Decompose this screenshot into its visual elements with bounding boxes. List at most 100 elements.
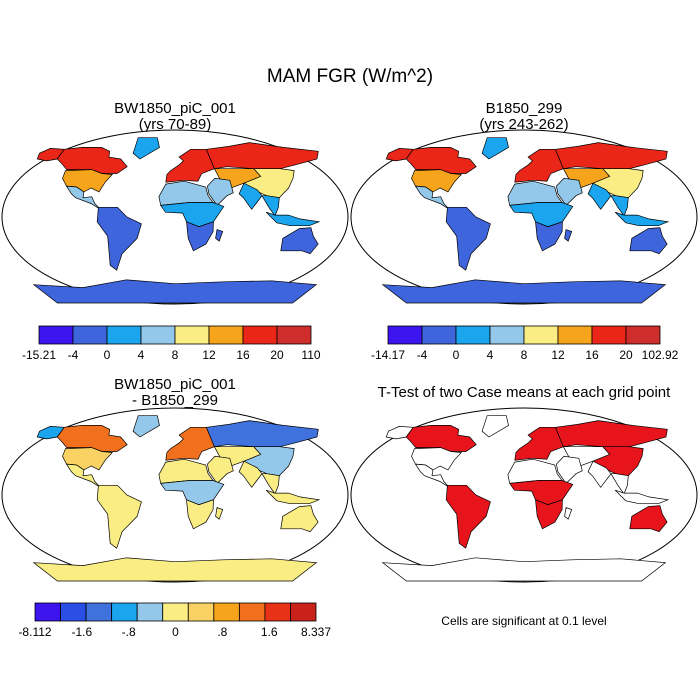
- land-middle-east: [207, 455, 234, 484]
- land-indonesia: [614, 489, 670, 505]
- land-canada: [405, 147, 477, 174]
- colorbar-box: [290, 602, 317, 622]
- colorbar-box: [111, 602, 138, 622]
- panel-case1: BW1850_piC_001 (yrs 70-89) -15.21 -4 0 4 8 12…: [1, 100, 349, 362]
- land-south-africa: [186, 499, 214, 530]
- land-se-asia: [261, 195, 280, 217]
- colorbar-tick-label: 12: [202, 348, 216, 362]
- colorbar-box: [106, 325, 142, 345]
- land-siberia: [205, 420, 319, 448]
- panel-case2: B1850_299 (yrs 243-262) -14.17 -4 0 4 8 12 16 2…: [350, 100, 698, 362]
- land-canada: [56, 425, 128, 452]
- land-mexico: [65, 185, 101, 210]
- colorbar-box: [489, 325, 525, 345]
- land-middle-east: [556, 177, 583, 206]
- land-south-africa: [535, 221, 563, 252]
- land-se-asia: [261, 473, 280, 495]
- land-indonesia: [614, 211, 670, 227]
- colorbar-box: [38, 325, 74, 345]
- land-australia: [280, 505, 319, 533]
- land-greenland: [132, 415, 160, 438]
- colorbar-tick-label: 16: [236, 348, 250, 362]
- land-australia: [280, 227, 319, 255]
- land-greenland: [481, 415, 509, 438]
- colorbar-box: [174, 325, 210, 345]
- colorbar-box: [162, 602, 189, 622]
- land-mexico: [414, 463, 450, 488]
- colorbar-tick-label: -4: [68, 348, 79, 362]
- land-madagascar: [564, 507, 573, 520]
- colorbar-tick-label: 16: [585, 348, 599, 362]
- panel-ttest-note: Cells are significant at 0.1 level: [441, 614, 606, 628]
- map-case2: [350, 129, 698, 305]
- land-siberia: [554, 420, 668, 448]
- map-diff: [1, 407, 349, 583]
- colorbar-box: [213, 602, 240, 622]
- colorbar-box: [72, 325, 108, 345]
- colorbar-case1: -15.21 -4 0 4 8 12 16 20 110: [22, 325, 321, 362]
- colorbar-tick-label: .8: [217, 625, 227, 639]
- colorbar-box: [557, 325, 593, 345]
- colorbar-tick-label: 12: [551, 348, 565, 362]
- land-europe: [514, 148, 564, 183]
- figure-title: MAM FGR (W/m^2): [267, 66, 433, 87]
- colorbar-box: [140, 325, 176, 345]
- land-south-africa: [535, 499, 563, 530]
- colorbar-tick-label: 8: [172, 348, 179, 362]
- land-usa: [62, 447, 114, 471]
- colorbar-box: [523, 325, 559, 345]
- map-ttest: [350, 407, 698, 583]
- land-indonesia: [265, 211, 321, 227]
- colorbar-box: [238, 602, 266, 622]
- colorbar-tick-label: 8: [521, 348, 528, 362]
- land-antarctica: [32, 557, 318, 582]
- land-south-america: [96, 484, 142, 549]
- colorbar-tick-label: -8.112: [18, 625, 51, 639]
- colorbar-box: [85, 602, 113, 622]
- land-middle-east: [207, 177, 234, 206]
- panel-diff: BW1850_piC_001 - B1850_299 -8.112 -1.6 -.8…: [1, 376, 349, 639]
- colorbar-box: [136, 602, 164, 622]
- colorbar-box: [421, 325, 457, 345]
- colorbar-tick-label: -1.6: [71, 625, 92, 639]
- land-canada: [56, 147, 128, 174]
- colorbar-tick-label: -4: [417, 348, 428, 362]
- colorbar-tick-label: 4: [487, 348, 494, 362]
- colorbar-box: [276, 325, 312, 345]
- land-siberia: [554, 142, 668, 170]
- land-madagascar: [215, 507, 224, 520]
- land-south-america: [96, 206, 142, 271]
- panel-diff-subtitle: - B1850_299: [132, 392, 218, 409]
- colorbar-box: [387, 325, 423, 345]
- colorbar-box: [187, 602, 215, 622]
- colorbar-tick-label: -14.17: [371, 348, 405, 362]
- colorbar-box: [242, 325, 278, 345]
- colorbar-tick-label: -.8: [122, 625, 136, 639]
- land-usa: [411, 169, 463, 193]
- land-se-asia: [610, 473, 629, 495]
- panel-ttest-title: T-Test of two Case means at each grid po…: [378, 384, 671, 401]
- land-europe: [514, 426, 564, 461]
- land-canada: [405, 425, 477, 452]
- colorbar-tick-label: 4: [138, 348, 145, 362]
- colorbar-tick-label: 1.6: [261, 625, 278, 639]
- land-middle-east: [556, 455, 583, 484]
- colorbar-tick-label: 0: [104, 348, 111, 362]
- land-madagascar: [215, 229, 224, 242]
- land-europe: [165, 148, 215, 183]
- panel-case2-subtitle: (yrs 243-262): [479, 116, 568, 133]
- colorbar-box: [264, 602, 291, 622]
- land-south-america: [445, 206, 491, 271]
- land-south-america: [445, 484, 491, 549]
- panel-case1-title: BW1850_piC_001: [114, 100, 236, 117]
- land-south-africa: [186, 221, 214, 252]
- panel-case1-subtitle: (yrs 70-89): [139, 116, 212, 133]
- colorbar-tick-label: 0: [453, 348, 460, 362]
- colorbar-diff: -8.112 -1.6 -.8 0 .8 1.6 8.337: [18, 602, 331, 639]
- land-greenland: [132, 137, 160, 160]
- colorbar-box: [34, 602, 61, 622]
- land-mexico: [414, 185, 450, 210]
- land-usa: [411, 447, 463, 471]
